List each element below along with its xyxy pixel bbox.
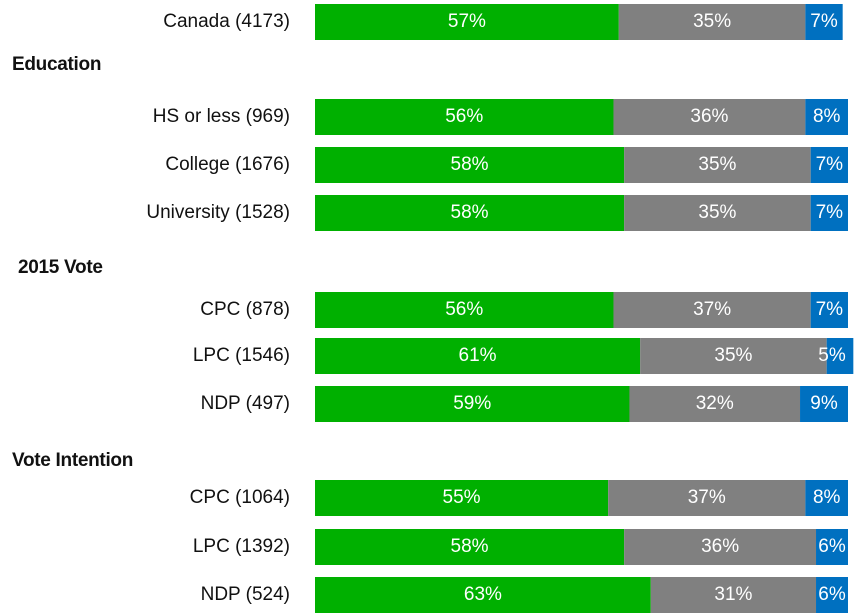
bar-segment [810,147,848,183]
value-label: 7% [816,299,844,320]
value-label: 35% [698,154,736,175]
row-label: LPC (1392) [193,536,290,557]
value-label: 55% [443,487,481,508]
bar-segment [624,195,811,231]
value-label: 6% [818,584,846,605]
bar-segment [810,292,848,328]
value-label: 56% [445,106,483,127]
value-label: 36% [690,106,728,127]
bar-segment [315,338,641,374]
value-label: 9% [810,393,838,414]
bar-segment [315,529,625,565]
value-label: 58% [451,202,489,223]
bar-segment [805,4,843,40]
value-label: 5% [818,345,846,366]
value-label: 32% [696,393,734,414]
bar-segment [816,529,848,565]
value-label: 37% [688,487,726,508]
bar-segment [613,292,811,328]
bar-segment [608,480,806,516]
bar-segment [810,195,848,231]
bar-segment [624,529,817,565]
bar-segment [315,577,651,613]
group-header: Vote Intention [12,450,133,471]
bar-segment [805,99,848,135]
value-label: 8% [813,487,841,508]
row-label: NDP (524) [201,584,290,605]
value-label: 37% [693,299,731,320]
bar-segment [816,577,848,613]
bar-segment [315,147,625,183]
bar-segment [315,4,619,40]
value-label: 56% [445,299,483,320]
value-label: 7% [816,154,844,175]
bar-segment [315,480,609,516]
bar-segment [618,4,806,40]
row-label: NDP (497) [201,393,290,414]
bar-segment [805,480,848,516]
value-label: 35% [714,345,752,366]
bar-segment [826,338,854,374]
value-label: 7% [816,202,844,223]
group-header: Education [12,54,101,75]
value-label: 7% [810,11,838,32]
row-label: College (1676) [165,154,290,175]
value-label: 8% [813,106,841,127]
row-label: CPC (1064) [190,487,290,508]
row-label: University (1528) [146,202,290,223]
bar-segment [624,147,811,183]
bar-segment [315,386,630,422]
value-label: 63% [464,584,502,605]
row-label: HS or less (969) [153,106,290,127]
bar-segment [650,577,817,613]
row-label: LPC (1546) [193,345,290,366]
bar-segment [800,386,848,422]
bar-segment [629,386,801,422]
row-label: CPC (878) [200,299,290,320]
value-label: 58% [451,536,489,557]
row-label: Canada (4173) [163,11,290,32]
value-label: 58% [451,154,489,175]
bar-segment [640,338,827,374]
bar-segment [315,292,614,328]
group-header: 2015 Vote [18,257,103,278]
value-label: 6% [818,536,846,557]
bar-segment [613,99,806,135]
value-label: 57% [448,11,486,32]
bar-segment [315,99,614,135]
value-label: 59% [453,393,491,414]
value-label: 61% [459,345,497,366]
value-label: 35% [698,202,736,223]
bar-segment [315,195,625,231]
value-label: 31% [714,584,752,605]
value-label: 35% [693,11,731,32]
value-label: 36% [701,536,739,557]
